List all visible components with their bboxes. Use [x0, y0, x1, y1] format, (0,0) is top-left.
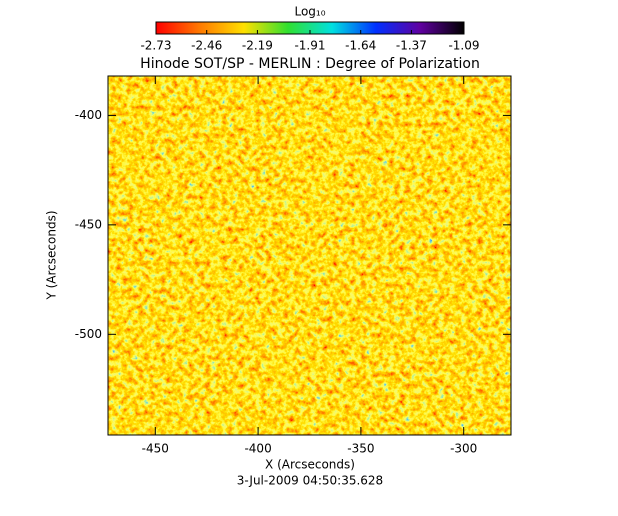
x-tick-label: -300	[450, 442, 477, 456]
colorbar-tick-label: -2.46	[191, 39, 222, 53]
colorbar-tick-label: -1.91	[294, 39, 325, 53]
colorbar-tick-label: -2.73	[140, 39, 171, 53]
chart-title: Hinode SOT/SP - MERLIN : Degree of Polar…	[140, 56, 480, 72]
footer-date: 3-Jul-2009 04:50:35.628	[237, 474, 383, 488]
y-tick-label: -450	[75, 217, 102, 231]
colorbar-label: Log₁₀	[294, 5, 325, 19]
x-axis-label: X (Arcseconds)	[265, 458, 355, 472]
colorbar-tick-label: -1.09	[448, 39, 479, 53]
y-tick-label: -500	[75, 327, 102, 341]
y-axis-label: Y (Arcseconds)	[45, 210, 59, 300]
plot-frame	[107, 75, 512, 436]
colorbar-tick-label: -2.19	[242, 39, 273, 53]
x-tick-label: -400	[244, 442, 271, 456]
x-tick-label: -450	[142, 442, 169, 456]
x-tick-label: -350	[347, 442, 374, 456]
y-tick-label: -400	[75, 108, 102, 122]
heatmap-image	[108, 76, 511, 435]
colorbar-tick-label: -1.37	[396, 39, 427, 53]
colorbar-tick-label: -1.64	[345, 39, 376, 53]
